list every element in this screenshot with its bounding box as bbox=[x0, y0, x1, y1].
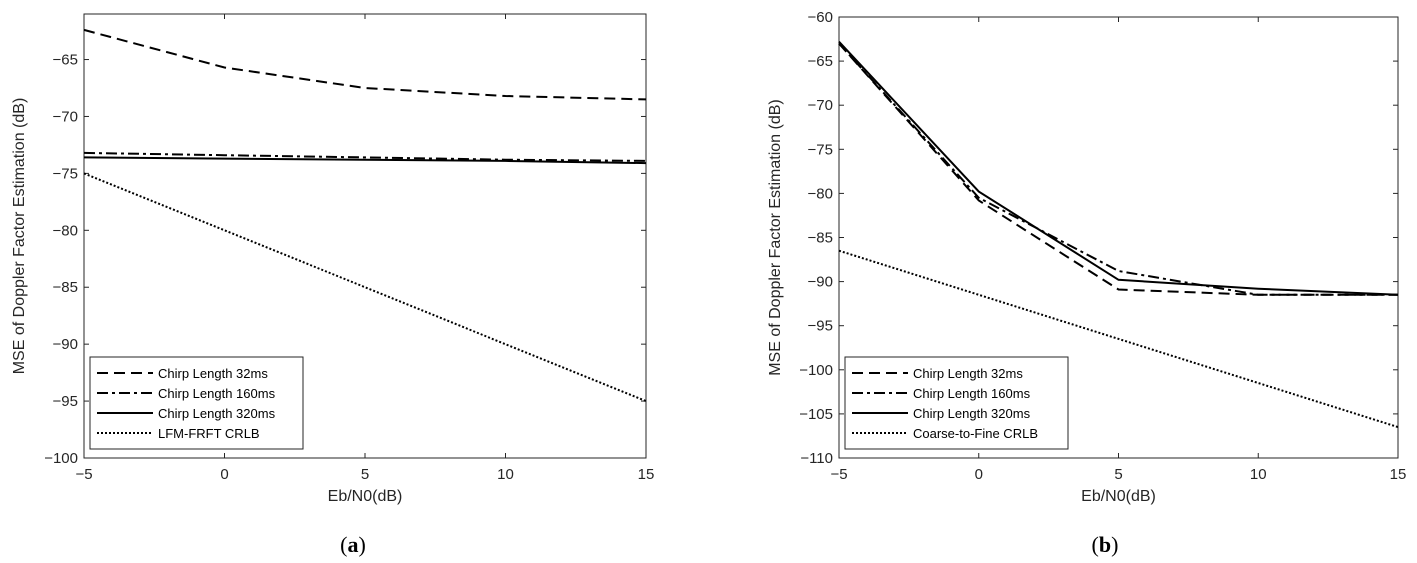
x-tick-label: 15 bbox=[1390, 466, 1407, 483]
y-tick-label: −80 bbox=[53, 222, 78, 239]
x-axis-label: Eb/N0(dB) bbox=[1081, 488, 1156, 505]
y-tick-label: −85 bbox=[53, 279, 78, 296]
y-axis-label: MSE of Doppler Factor Estimation (dB) bbox=[767, 99, 784, 376]
legend-entry-label: Chirp Length 320ms bbox=[158, 406, 276, 421]
panel-caption: (b) bbox=[1092, 532, 1119, 557]
legend-box bbox=[844, 356, 1069, 450]
y-tick-label: −65 bbox=[808, 53, 833, 70]
y-axis-label: MSE of Doppler Factor Estimation (dB) bbox=[11, 98, 28, 375]
x-tick-label: 0 bbox=[975, 466, 983, 483]
legend-entry-label: Chirp Length 160ms bbox=[913, 386, 1031, 401]
x-tick-label: 0 bbox=[220, 466, 228, 483]
series-line-4 bbox=[838, 249, 1399, 429]
x-tick-label: 5 bbox=[361, 466, 369, 483]
y-tick-label: −100 bbox=[799, 362, 833, 379]
x-axis-label: Eb/N0(dB) bbox=[328, 488, 403, 505]
series-line-1 bbox=[83, 28, 647, 101]
y-tick-label: −90 bbox=[53, 336, 78, 353]
legend-entry-label: LFM-FRFT CRLB bbox=[158, 426, 260, 441]
chart-panel-a: −5 0 5 10 15 −100 −95 −90 −85 −80 −75 −70 −65 Eb/N0(d… bbox=[11, 13, 655, 557]
series-line-2 bbox=[838, 42, 1398, 296]
series-line-2 bbox=[83, 151, 647, 162]
series-line-3 bbox=[83, 156, 647, 165]
y-tick-label: −100 bbox=[44, 450, 78, 467]
y-tick-label: −105 bbox=[799, 406, 833, 423]
y-tick-label: −70 bbox=[808, 97, 833, 114]
series-line-3 bbox=[838, 41, 1399, 296]
series-line-1 bbox=[838, 42, 1398, 296]
y-tick-label: −110 bbox=[800, 450, 833, 467]
chart-panel-b: −5 0 5 10 15 −110 −105 −100 −95 −90 −85 −80 −75 −70 −6… bbox=[767, 9, 1406, 557]
y-tick-label: −70 bbox=[53, 108, 78, 125]
legend-entry-label: Chirp Length 32ms bbox=[158, 366, 268, 381]
y-tick-label: −90 bbox=[808, 274, 833, 291]
x-tick-label: −5 bbox=[830, 466, 847, 483]
x-tick-label: 10 bbox=[497, 466, 514, 483]
series-line-4 bbox=[83, 172, 647, 403]
y-tick-label: −75 bbox=[53, 165, 78, 182]
y-tick-label: −95 bbox=[808, 318, 833, 335]
legend-entry-label: Chirp Length 160ms bbox=[158, 386, 276, 401]
legend: Chirp Length 32ms Chirp Length 160ms Chirp… bbox=[844, 356, 1069, 450]
y-tick-label: −75 bbox=[808, 141, 833, 158]
y-tick-label: −95 bbox=[53, 393, 78, 410]
panel-caption: (a) bbox=[340, 532, 366, 557]
y-tick-label: −85 bbox=[808, 230, 833, 247]
y-tick-label: −65 bbox=[53, 52, 78, 69]
x-tick-label: 10 bbox=[1250, 466, 1267, 483]
legend-entry-label: Coarse-to-Fine CRLB bbox=[913, 426, 1038, 441]
x-tick-label: −5 bbox=[75, 466, 92, 483]
x-tick-label: 15 bbox=[638, 466, 655, 483]
legend: Chirp Length 32ms Chirp Length 160ms Chirp… bbox=[89, 356, 304, 450]
legend-entry-label: Chirp Length 320ms bbox=[913, 406, 1031, 421]
y-tick-label: −80 bbox=[808, 185, 833, 202]
legend-entry-label: Chirp Length 32ms bbox=[913, 366, 1023, 381]
x-tick-label: 5 bbox=[1114, 466, 1122, 483]
y-tick-label: −60 bbox=[808, 9, 833, 26]
